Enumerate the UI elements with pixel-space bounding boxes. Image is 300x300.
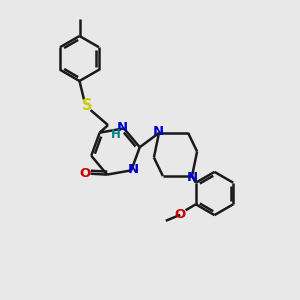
Text: H: H <box>111 128 121 142</box>
Text: O: O <box>80 167 91 180</box>
Text: O: O <box>175 208 186 221</box>
Text: N: N <box>187 171 198 184</box>
Text: N: N <box>153 125 164 138</box>
Text: S: S <box>82 98 92 113</box>
Text: N: N <box>127 163 138 176</box>
Text: N: N <box>117 121 128 134</box>
